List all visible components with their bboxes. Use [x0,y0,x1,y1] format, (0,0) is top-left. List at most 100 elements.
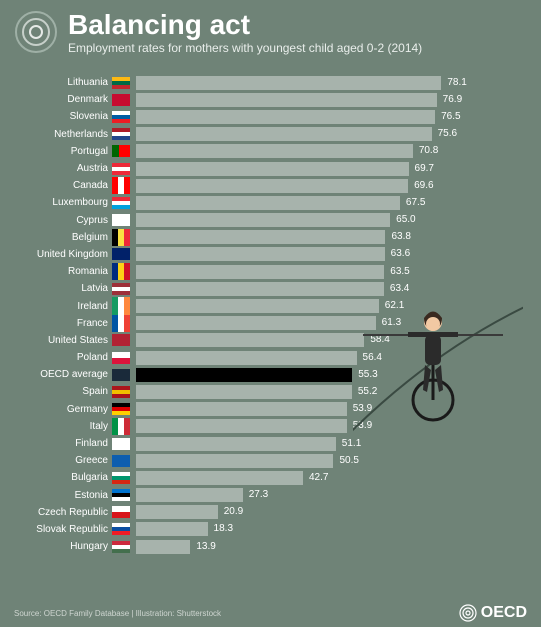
bar-label: Lithuania [14,77,112,88]
flag-icon [112,145,130,157]
bar-value: 78.1 [441,76,466,90]
bar-label: Luxembourg [14,197,112,208]
bar-track: 56.4 [136,351,527,365]
bar-value: 63.6 [385,247,410,261]
bar-value: 63.5 [384,265,409,279]
bar-value: 27.3 [243,488,268,502]
bar-track: 78.1 [136,76,527,90]
flag-icon [112,438,130,450]
bar-track: 61.3 [136,316,527,330]
bar-fill [136,144,413,158]
bar-label: Germany [14,404,112,415]
bar-track: 67.5 [136,196,527,210]
bar-label: Slovenia [14,111,112,122]
bar-track: 70.8 [136,144,527,158]
bar-track: 42.7 [136,471,527,485]
bar-track: 53.9 [136,402,527,416]
brand-text: OECD [481,604,527,622]
bar-row: Austria 69.7 [14,160,527,177]
bar-label: Netherlands [14,129,112,140]
bar-value: 62.1 [379,299,404,313]
bar-fill [136,76,441,90]
bar-track: 76.5 [136,110,527,124]
bar-value: 63.4 [384,282,409,296]
bar-label: Slovak Republic [14,524,112,535]
bar-fill [136,282,384,296]
bar-fill [136,127,432,141]
bar-label: Finland [14,438,112,449]
bar-value: 75.6 [432,127,457,141]
bar-row: Estonia27.3 [14,487,527,504]
page-subtitle: Employment rates for mothers with younge… [68,41,422,55]
bar-label: Hungary [14,541,112,552]
bar-label: Romania [14,266,112,277]
flag-icon [112,403,130,415]
bar-track: 63.6 [136,247,527,261]
page-title: Balancing act [68,10,422,39]
bar-value: 55.3 [352,368,377,382]
bar-row: Luxembourg 67.5 [14,194,527,211]
flag-icon [112,111,130,123]
bar-label: Ireland [14,301,112,312]
bar-track: 18.3 [136,522,527,536]
bar-fill [136,247,385,261]
bar-row: Greece 50.5 [14,452,527,469]
bar-track: 20.9 [136,505,527,519]
bar-track: 75.6 [136,127,527,141]
flag-icon [112,214,130,226]
bar-label: Greece [14,455,112,466]
bar-row: Slovak Republic 18.3 [14,521,527,538]
bar-value: 65.0 [390,213,415,227]
bar-fill [136,522,208,536]
bar-label: Poland [14,352,112,363]
bar-value: 76.5 [435,110,460,124]
flag-icon [112,369,130,381]
bar-fill [136,351,357,365]
bar-value: 53.9 [347,402,372,416]
bar-row: Slovenia 76.5 [14,108,527,125]
bar-track: 27.3 [136,488,527,502]
bar-value: 58.4 [364,333,389,347]
bar-label: OECD average [14,369,112,380]
bar-value: 69.7 [409,162,434,176]
bar-fill [136,162,409,176]
bar-track: 63.5 [136,265,527,279]
bar-track: 69.6 [136,179,527,193]
bar-row: Romania 63.5 [14,263,527,280]
flag-icon [112,334,130,346]
bar-label: France [14,318,112,329]
flag-icon [112,418,130,435]
bar-track: 63.8 [136,230,527,244]
header: Balancing act Employment rates for mothe… [0,0,541,61]
bar-track: 63.4 [136,282,527,296]
bar-label: Canada [14,180,112,191]
bar-fill [136,230,385,244]
bar-value: 50.5 [333,454,358,468]
flag-icon [112,386,130,398]
bar-row: Germany 53.9 [14,401,527,418]
bar-row: Ireland 62.1 [14,297,527,314]
bar-label: Austria [14,163,112,174]
bar-track: 53.9 [136,419,527,433]
flag-icon [112,197,130,209]
bar-value: 20.9 [218,505,243,519]
flag-icon [112,297,130,314]
flag-icon [112,506,130,518]
bar-fill [136,471,303,485]
bar-value: 56.4 [357,351,382,365]
bar-fill [136,179,408,193]
flag-icon [112,315,130,332]
oecd-ring-icon [459,604,477,622]
bar-value: 42.7 [303,471,328,485]
flag-icon [112,77,130,89]
flag-icon [112,128,130,140]
bar-label: Portugal [14,146,112,157]
bar-row: Canada 69.6 [14,177,527,194]
bar-track: 69.7 [136,162,527,176]
flag-icon [112,352,130,364]
footer: Source: OECD Family Database | Illustrat… [0,604,541,622]
bar-track: 55.3 [136,368,527,382]
bar-row: Poland 56.4 [14,349,527,366]
bar-fill [136,540,190,554]
bar-track: 50.5 [136,454,527,468]
